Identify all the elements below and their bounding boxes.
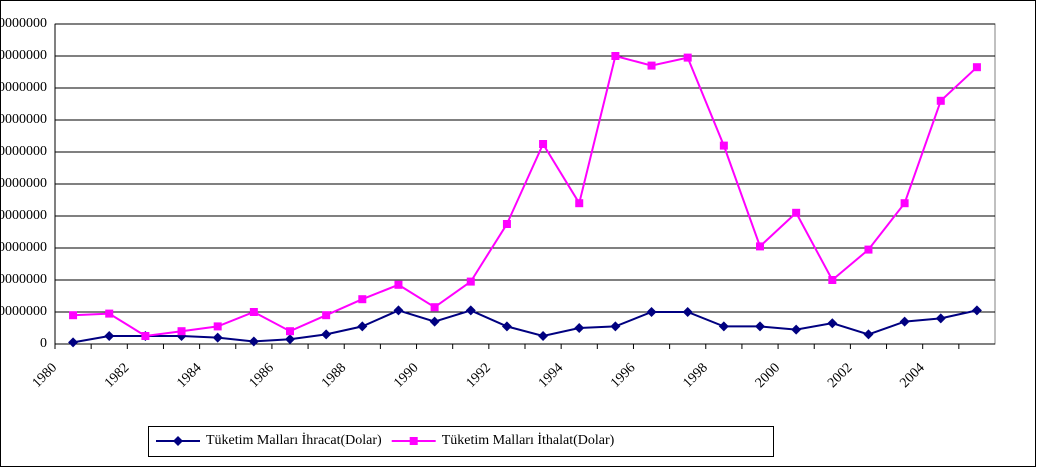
data-point xyxy=(68,337,79,348)
data-point xyxy=(683,53,692,62)
data-point xyxy=(409,437,418,445)
y-tick-label: 90000000 xyxy=(0,48,47,63)
data-point xyxy=(756,242,764,251)
data-point xyxy=(611,52,620,60)
data-point xyxy=(682,307,693,317)
data-point xyxy=(104,331,115,341)
data-point xyxy=(429,316,440,327)
y-tick-label: 40000000 xyxy=(0,208,47,223)
data-point xyxy=(936,96,945,105)
data-point xyxy=(321,329,332,340)
data-point xyxy=(466,277,475,286)
data-point xyxy=(177,327,186,336)
data-point xyxy=(828,276,837,284)
data-point xyxy=(610,321,621,332)
data-point xyxy=(286,327,294,336)
data-point xyxy=(791,324,802,335)
y-tick-label: 10000000 xyxy=(0,304,47,319)
data-point xyxy=(357,321,368,332)
data-point xyxy=(213,322,222,331)
data-point xyxy=(502,220,511,228)
y-tick-label: 50000000 xyxy=(0,176,47,191)
data-point xyxy=(430,303,439,312)
data-point xyxy=(322,311,331,320)
data-point xyxy=(863,329,874,340)
data-point xyxy=(646,307,657,317)
data-point xyxy=(900,199,909,208)
data-point xyxy=(393,305,404,316)
data-point xyxy=(538,331,549,341)
series-line xyxy=(73,54,978,338)
data-point xyxy=(141,332,150,340)
data-point xyxy=(935,313,946,324)
y-tick-label: 100000000 xyxy=(0,16,47,31)
series-line xyxy=(72,309,978,344)
data-point xyxy=(539,140,548,148)
data-point xyxy=(69,311,78,320)
data-point xyxy=(248,336,259,347)
legend-label: Tüketim Malları İhracat(Dolar) xyxy=(206,432,382,448)
data-point xyxy=(718,321,729,332)
y-tick-label: 20000000 xyxy=(0,272,47,287)
data-point xyxy=(501,321,512,332)
data-point xyxy=(755,321,765,332)
data-point xyxy=(827,318,838,329)
legend-label: Tüketim Malları İthalat(Dolar) xyxy=(442,432,615,448)
data-point xyxy=(105,309,114,318)
data-point xyxy=(574,323,585,333)
data-point xyxy=(358,295,367,304)
data-point xyxy=(575,199,584,208)
data-point xyxy=(972,63,981,72)
y-tick-label: 60000000 xyxy=(0,144,47,159)
y-tick-label: 0 xyxy=(40,336,47,351)
data-point xyxy=(212,332,223,343)
data-point xyxy=(465,305,476,316)
data-point xyxy=(173,436,183,446)
y-tick-label: 80000000 xyxy=(0,80,47,95)
data-point xyxy=(394,280,403,289)
data-point xyxy=(719,141,728,150)
y-tick-label: 70000000 xyxy=(0,112,47,127)
y-tick-label: 30000000 xyxy=(0,240,47,255)
data-point xyxy=(249,308,258,316)
data-point xyxy=(792,208,801,217)
legend-box xyxy=(148,426,774,457)
data-point xyxy=(864,245,873,254)
data-point xyxy=(647,61,656,70)
data-point xyxy=(285,334,295,345)
data-point xyxy=(971,305,982,316)
data-point xyxy=(899,316,910,327)
